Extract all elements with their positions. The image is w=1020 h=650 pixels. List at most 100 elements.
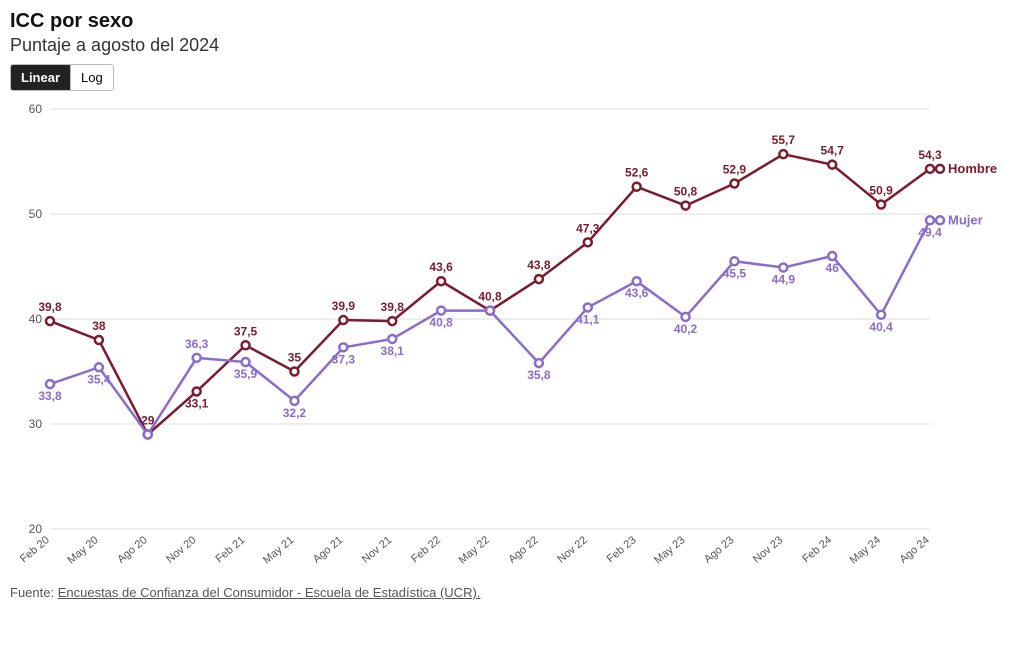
value-label: 35,4 (87, 372, 111, 386)
data-marker (437, 307, 445, 315)
data-marker (633, 183, 641, 191)
data-marker (339, 343, 347, 351)
chart-area: 2030405060Feb 20May 20Ago 20Nov 20Feb 21… (10, 99, 1010, 579)
x-tick-label: May 24 (848, 534, 883, 566)
x-tick-label: Feb 24 (800, 534, 834, 565)
x-tick-label: May 23 (652, 534, 687, 566)
x-tick-label: Ago 20 (115, 534, 149, 566)
data-marker (242, 341, 250, 349)
value-label: 39,8 (381, 300, 405, 314)
value-label: 54,3 (918, 148, 942, 162)
data-marker (633, 277, 641, 285)
data-marker (437, 277, 445, 285)
x-tick-label: Feb 22 (409, 534, 443, 565)
value-label: 37,3 (332, 352, 356, 366)
x-tick-label: May 22 (457, 534, 492, 566)
value-label: 43,8 (527, 258, 551, 272)
chart-title: ICC por sexo (10, 10, 1010, 33)
data-marker (828, 161, 836, 169)
line-chart-svg: 2030405060Feb 20May 20Ago 20Nov 20Feb 21… (10, 99, 1010, 579)
data-marker (779, 264, 787, 272)
value-label: 32,2 (283, 406, 307, 420)
value-label: 38,1 (381, 344, 405, 358)
x-tick-label: May 20 (65, 534, 100, 566)
data-marker (193, 354, 201, 362)
x-tick-label: Ago 24 (897, 534, 931, 566)
y-tick-label: 20 (29, 522, 43, 536)
data-marker (95, 336, 103, 344)
value-label: 38 (92, 319, 106, 333)
series-legend-marker (936, 216, 944, 224)
value-label: 45,5 (723, 266, 747, 280)
x-tick-label: Feb 21 (214, 534, 248, 565)
data-marker (682, 313, 690, 321)
data-marker (730, 180, 738, 188)
x-tick-label: Nov 21 (360, 534, 394, 566)
value-label: 35,9 (234, 367, 258, 381)
data-marker (388, 317, 396, 325)
value-label: 54,7 (821, 144, 845, 158)
x-tick-label: Ago 21 (311, 534, 345, 566)
series-name-label: Hombre (948, 161, 997, 176)
data-marker (290, 397, 298, 405)
data-marker (584, 238, 592, 246)
data-marker (339, 316, 347, 324)
value-label: 44,9 (772, 273, 796, 287)
source-link[interactable]: Encuestas de Confianza del Consumidor - … (58, 585, 481, 600)
data-marker (144, 431, 152, 439)
series-name-label: Mujer (948, 212, 983, 227)
value-label: 39,8 (38, 300, 62, 314)
value-label: 52,9 (723, 163, 747, 177)
y-tick-label: 30 (29, 417, 43, 431)
value-label: 50,8 (674, 185, 698, 199)
value-label: 50,9 (869, 184, 893, 198)
x-tick-label: Ago 22 (506, 534, 540, 566)
data-marker (193, 387, 201, 395)
value-label: 29 (141, 414, 155, 428)
value-label: 39,9 (332, 299, 356, 313)
x-tick-label: Ago 23 (702, 534, 736, 566)
chart-subtitle: Puntaje a agosto del 2024 (10, 35, 1010, 56)
x-tick-label: Nov 20 (164, 534, 198, 566)
data-marker (730, 257, 738, 265)
data-marker (779, 150, 787, 158)
value-label: 43,6 (625, 286, 649, 300)
series-legend-marker (936, 165, 944, 173)
data-marker (877, 201, 885, 209)
source-prefix: Fuente: (10, 585, 58, 600)
data-marker (828, 252, 836, 260)
value-label: 37,5 (234, 324, 258, 338)
value-label: 40,4 (869, 320, 893, 334)
data-marker (535, 359, 543, 367)
toggle-log-button[interactable]: Log (70, 65, 113, 90)
source-footer: Fuente: Encuestas de Confianza del Consu… (10, 585, 1010, 600)
value-label: 40,8 (478, 290, 502, 304)
value-label: 33,1 (185, 396, 209, 410)
value-label: 43,6 (429, 260, 453, 274)
toggle-linear-button[interactable]: Linear (11, 65, 70, 90)
data-marker (486, 307, 494, 315)
x-tick-label: Nov 23 (751, 534, 785, 566)
data-marker (46, 317, 54, 325)
x-tick-label: Nov 22 (555, 534, 589, 566)
data-marker (535, 275, 543, 283)
data-marker (290, 368, 298, 376)
data-marker (877, 311, 885, 319)
data-marker (584, 303, 592, 311)
data-marker (682, 202, 690, 210)
y-tick-label: 50 (29, 207, 43, 221)
value-label: 46 (826, 261, 840, 275)
value-label: 41,1 (576, 312, 600, 326)
value-label: 47,3 (576, 221, 600, 235)
y-tick-label: 60 (29, 102, 43, 116)
value-label: 52,6 (625, 166, 649, 180)
scale-toggle: Linear Log (10, 64, 114, 91)
data-marker (46, 380, 54, 388)
value-label: 40,8 (429, 316, 453, 330)
value-label: 33,8 (38, 389, 62, 403)
data-marker (95, 363, 103, 371)
data-marker (242, 358, 250, 366)
x-tick-label: Feb 20 (18, 534, 52, 565)
x-tick-label: May 21 (261, 534, 296, 566)
value-label: 40,2 (674, 322, 698, 336)
